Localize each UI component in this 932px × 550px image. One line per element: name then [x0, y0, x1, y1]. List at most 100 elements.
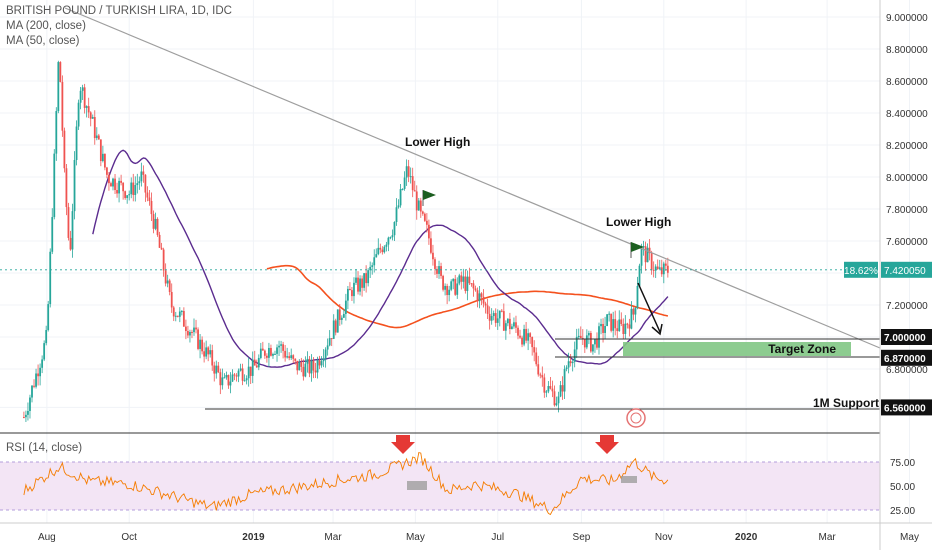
rsi-axis[interactable]: 25.00 50.00 75.00	[890, 458, 915, 517]
candle	[444, 285, 446, 290]
candle	[99, 139, 102, 162]
candle	[150, 200, 153, 215]
candle	[575, 337, 578, 350]
candle	[314, 370, 317, 373]
time-tick-label: May	[900, 532, 919, 543]
time-axis[interactable]: Aug Oct 2019 Mar May Jul Sep Nov 2020 Mar May	[38, 532, 919, 543]
candle	[492, 313, 495, 317]
candle	[454, 278, 457, 295]
candle	[573, 349, 576, 362]
candle	[490, 316, 493, 321]
candle	[251, 359, 254, 376]
candle	[460, 275, 463, 282]
candle	[69, 237, 72, 250]
candle	[391, 235, 394, 238]
candle	[168, 280, 171, 292]
candle	[596, 338, 598, 348]
candle	[666, 265, 669, 273]
candle	[529, 333, 532, 338]
candle	[217, 365, 220, 373]
rsi-tick-label: 50.00	[890, 482, 915, 493]
candle	[332, 320, 335, 339]
annotations-layer: Target Zone 1M Support Lower High Lower …	[64, 7, 881, 509]
ma50-path	[92, 149, 669, 368]
candle	[618, 319, 621, 332]
candle	[604, 325, 606, 333]
candle	[456, 283, 459, 295]
candle	[294, 358, 297, 361]
candle	[644, 246, 647, 263]
candle	[43, 343, 46, 360]
candle	[616, 328, 619, 332]
arrow-down-icon	[637, 282, 663, 336]
candle	[500, 310, 503, 312]
candle	[517, 327, 519, 336]
candle	[298, 362, 301, 371]
time-tick-label: Oct	[121, 532, 137, 543]
candle	[205, 347, 208, 357]
candle	[551, 388, 554, 392]
candle	[628, 324, 631, 329]
price-tick-label: 8.200000	[886, 141, 928, 152]
candle	[502, 311, 505, 331]
pivot-emblem-icon	[626, 408, 646, 428]
candle	[533, 347, 536, 353]
candle	[415, 191, 418, 211]
candle	[116, 190, 118, 194]
time-tick-label: Nov	[655, 532, 673, 543]
candle	[144, 174, 147, 193]
candle	[535, 352, 538, 365]
candle	[519, 335, 521, 338]
price-tick-label: 8.400000	[886, 109, 928, 120]
descending-trendline	[64, 7, 881, 349]
candle	[235, 375, 238, 377]
candle	[241, 368, 244, 381]
candle	[626, 323, 629, 325]
price-tick-label: 7.800000	[886, 205, 928, 216]
candle	[583, 338, 586, 348]
level-tag-text: 6.870000	[884, 354, 926, 365]
candle	[87, 106, 90, 113]
candle	[375, 254, 378, 258]
candle	[373, 257, 376, 266]
candle	[290, 355, 293, 359]
candle	[419, 200, 422, 212]
rsi-box	[621, 476, 637, 483]
candle	[409, 176, 412, 178]
candle	[180, 311, 183, 313]
candle	[650, 253, 653, 270]
candle	[622, 323, 625, 335]
candle	[513, 322, 515, 327]
candle	[61, 81, 64, 131]
time-tick-label: Sep	[573, 532, 591, 543]
candle	[448, 289, 451, 296]
candle	[255, 365, 258, 368]
candle	[624, 323, 627, 335]
candle	[126, 195, 129, 199]
candle	[53, 153, 56, 218]
candle	[35, 373, 37, 387]
candle	[306, 358, 309, 364]
candle	[385, 244, 388, 247]
candle	[282, 344, 284, 351]
candle	[638, 265, 641, 286]
candle	[221, 377, 224, 386]
candle	[201, 339, 203, 352]
candle	[399, 189, 402, 206]
level-tag	[881, 329, 932, 345]
rsi-legend: RSI (14, close)	[6, 442, 83, 454]
candle	[104, 153, 106, 168]
ma200-path	[266, 264, 669, 329]
candle	[195, 327, 197, 330]
time-tick-label: 2020	[735, 532, 758, 543]
candle	[286, 356, 289, 358]
candle	[67, 207, 70, 238]
price-tick-label: 8.800000	[886, 45, 928, 56]
candle	[387, 237, 390, 245]
ma50-legend: MA (50, close)	[6, 35, 80, 47]
candle	[95, 135, 98, 139]
candle	[509, 318, 511, 330]
candle	[308, 358, 311, 374]
candle	[571, 361, 574, 364]
